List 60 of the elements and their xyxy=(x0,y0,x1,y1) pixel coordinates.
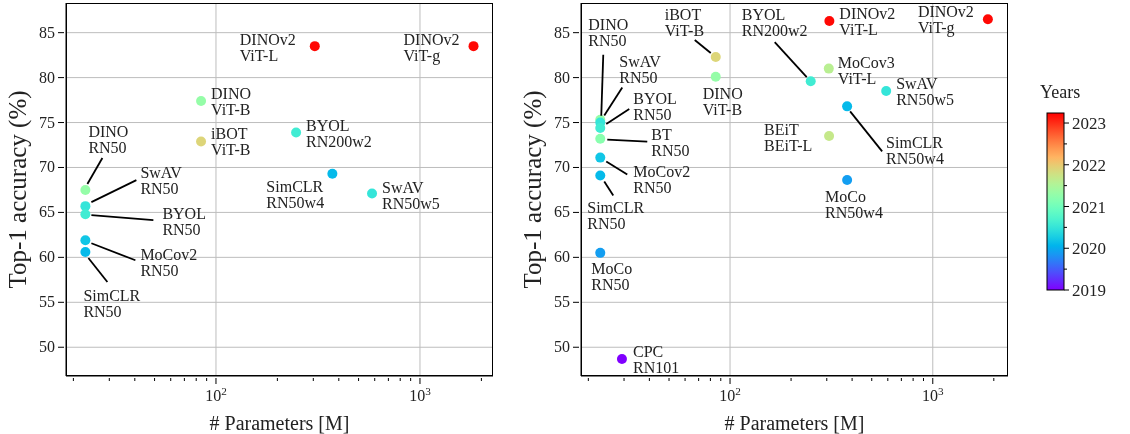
y-tick-label: 70 xyxy=(39,158,55,176)
color-bar-label: 2019 xyxy=(1072,281,1106,300)
y-tick-label: 55 xyxy=(39,293,55,311)
annotation: SwAV RN50w5 xyxy=(382,178,440,212)
annotation: SimCLR RN50w4 xyxy=(266,177,325,211)
annotation: BT RN50 xyxy=(651,125,690,159)
annotation: DINO RN50 xyxy=(88,122,129,156)
y-axis-title: Top-1 accuracy (%) xyxy=(3,90,32,289)
y-tick-label: 60 xyxy=(554,248,570,266)
annotation: DINOv2 ViT-L xyxy=(839,4,896,38)
annotation: DINO RN50 xyxy=(588,15,629,49)
annotation: MoCo RN50 xyxy=(591,259,633,293)
annotation: MoCov2 RN50 xyxy=(140,246,198,280)
annotation: SimCLR RN50 xyxy=(587,198,645,232)
y-tick-label: 85 xyxy=(554,23,570,41)
annotation: SwAV RN50 xyxy=(619,52,662,86)
x-tick-label: 10$^{3}$ xyxy=(921,385,944,404)
color-bar-title: Years xyxy=(1040,82,1081,102)
annotation: DINOv2 ViT-g xyxy=(917,3,974,38)
annotation: SimCLR RN50w4 xyxy=(886,134,944,168)
y-tick-label: 65 xyxy=(39,203,55,221)
annotation: iBOT ViT-B xyxy=(211,125,251,159)
y-tick-label: 50 xyxy=(39,338,55,356)
y-tick-label: 50 xyxy=(554,338,570,356)
y-tick-label: 75 xyxy=(554,113,570,131)
annotation: BYOL RN50 xyxy=(162,205,206,239)
annotation: DINOv2 ViT-g xyxy=(403,31,460,66)
annotation: BEiT BEiT-L xyxy=(764,121,813,155)
x-tick-label: 10$^{2}$ xyxy=(205,385,227,404)
x-axis-title: # Parameters [M] xyxy=(724,412,865,434)
color-bar-label: 2022 xyxy=(1072,155,1106,175)
annotation: DINO ViT-B xyxy=(702,84,743,118)
y-tick-label: 65 xyxy=(554,203,570,221)
annotation: CPC RN101 xyxy=(632,342,680,376)
y-tick-label: 80 xyxy=(39,68,55,86)
x-tick-label: 10$^{3}$ xyxy=(409,385,432,404)
annotation: BYOL RN200w2 xyxy=(306,117,372,151)
x-axis-title: # Parameters [M] xyxy=(209,412,350,434)
annotation: MoCov2 RN50 xyxy=(633,162,691,196)
annotation: SwAV RN50w5 xyxy=(896,75,954,109)
color-bar-label: 2023 xyxy=(1072,114,1106,134)
y-tick-label: 55 xyxy=(554,293,570,311)
annotation: DINOv2 ViT-L xyxy=(239,31,296,65)
y-tick-label: 85 xyxy=(39,23,55,41)
annotation: MoCo RN50w4 xyxy=(825,188,883,222)
annotation: BYOL RN50 xyxy=(633,89,677,123)
y-axis-title: Top-1 accuracy (%) xyxy=(518,90,547,289)
y-tick-label: 80 xyxy=(554,68,570,86)
annotation: DINO ViT-B xyxy=(211,84,252,118)
annotation: BYOL RN200w2 xyxy=(741,6,808,40)
color-bar-label: 2020 xyxy=(1072,239,1106,259)
annotation: SimCLR RN50 xyxy=(83,286,141,320)
color-bar-label: 2021 xyxy=(1072,197,1106,217)
x-tick-label: 10$^{2}$ xyxy=(719,385,741,404)
annotation: SwAV RN50 xyxy=(140,164,183,198)
annotation: iBOT ViT-B xyxy=(664,5,705,39)
y-tick-label: 60 xyxy=(39,248,55,266)
y-tick-label: 70 xyxy=(554,158,570,176)
annotation: MoCov3 ViT-L xyxy=(837,53,895,87)
y-tick-label: 75 xyxy=(39,113,55,131)
